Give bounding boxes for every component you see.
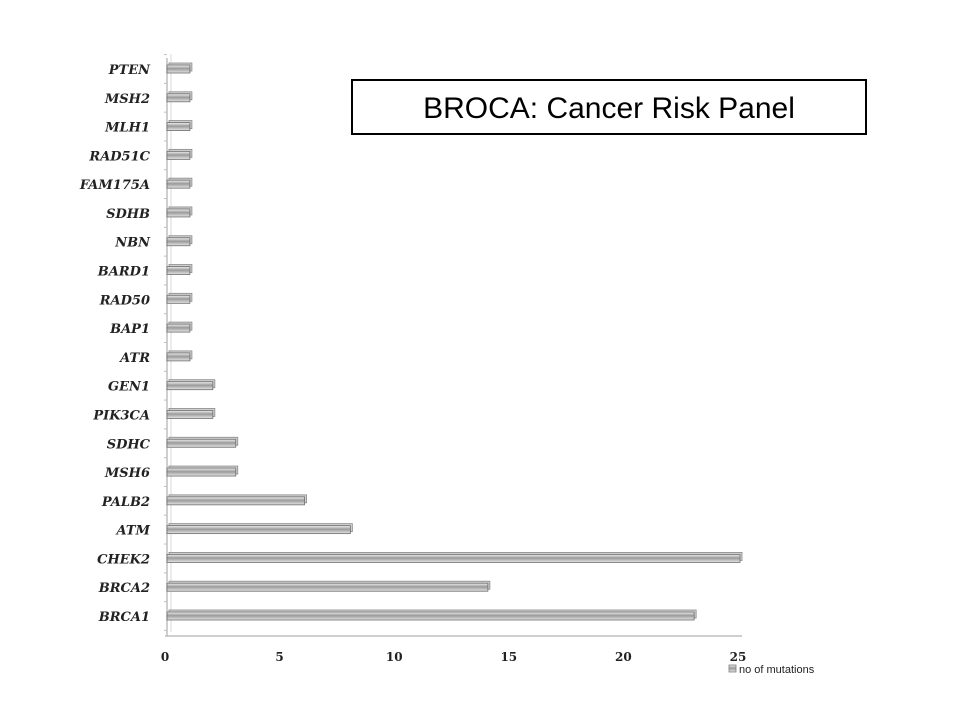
bar-palb2 <box>166 496 305 506</box>
x-tick-label-0: 0 <box>161 650 169 664</box>
x-tick-label-20: 20 <box>615 650 632 664</box>
bar-chek2 <box>166 554 741 563</box>
bar-bard1 <box>166 266 191 275</box>
category-label-msh6: MSH6 <box>104 466 150 481</box>
category-label-atr: ATR <box>118 351 150 366</box>
legend-swatch <box>728 664 737 673</box>
category-labels: BRCA1 BRCA2 CHEK2 ATM PALB2 MSH6 SDHC PIK3CA GEN… <box>79 63 151 625</box>
bar-rad50 <box>166 294 191 304</box>
chart-title-box <box>351 79 867 135</box>
category-label-gen1: GEN1 <box>108 380 150 395</box>
bar-atm <box>166 525 351 535</box>
bar-bap1 <box>166 323 191 333</box>
bar-msh2 <box>166 93 191 103</box>
x-tick-label-5: 5 <box>275 650 283 664</box>
category-label-brca2: BRCA2 <box>98 581 150 596</box>
category-label-chek2: CHEK2 <box>97 552 150 567</box>
bar-pik3ca <box>166 410 214 419</box>
category-label-pten: PTEN <box>108 63 151 78</box>
category-label-rad50: RAD50 <box>99 293 150 308</box>
x-tick-label-15: 15 <box>500 650 517 664</box>
category-label-bard1: BARD1 <box>97 265 150 280</box>
category-label-brca1: BRCA1 <box>98 610 150 625</box>
legend: no of mutations <box>728 664 815 676</box>
chart-title: BROCA: Cancer Risk Panel <box>423 92 795 125</box>
y-ticks <box>164 54 167 631</box>
legend-label: no of mutations <box>739 664 815 676</box>
x-tick-label-10: 10 <box>386 650 403 664</box>
bar-fam175a <box>166 179 191 189</box>
category-label-fam175a: FAM175A <box>79 178 150 193</box>
category-label-bap1: BAP1 <box>109 322 150 337</box>
bar-brca2 <box>166 582 489 592</box>
bar-mlh1 <box>166 122 191 131</box>
bar-sdhc <box>166 438 237 448</box>
category-label-atm: ATM <box>115 524 151 539</box>
bar-atr <box>166 352 191 362</box>
bar-sdhb <box>166 208 191 218</box>
category-label-palb2: PALB2 <box>101 495 150 510</box>
category-label-sdhc: SDHC <box>107 437 151 452</box>
bar-pten <box>166 64 191 74</box>
category-label-nbn: NBN <box>114 236 151 251</box>
category-label-pik3ca: PIK3CA <box>92 408 150 423</box>
x-tick-label-25: 25 <box>730 650 747 664</box>
category-label-msh2: MSH2 <box>104 92 150 107</box>
x-tick-labels: 0 5 10 15 20 25 <box>161 650 747 664</box>
bars <box>166 62 743 621</box>
bar-gen1 <box>166 381 214 391</box>
category-label-rad51c: RAD51C <box>88 149 150 164</box>
bar-msh6 <box>166 467 237 477</box>
bar-brca1 <box>166 611 695 621</box>
bar-rad51c <box>166 150 191 160</box>
category-label-sdhb: SDHB <box>106 207 150 222</box>
bar-nbn <box>166 237 191 247</box>
category-label-mlh1: MLH1 <box>104 121 150 136</box>
